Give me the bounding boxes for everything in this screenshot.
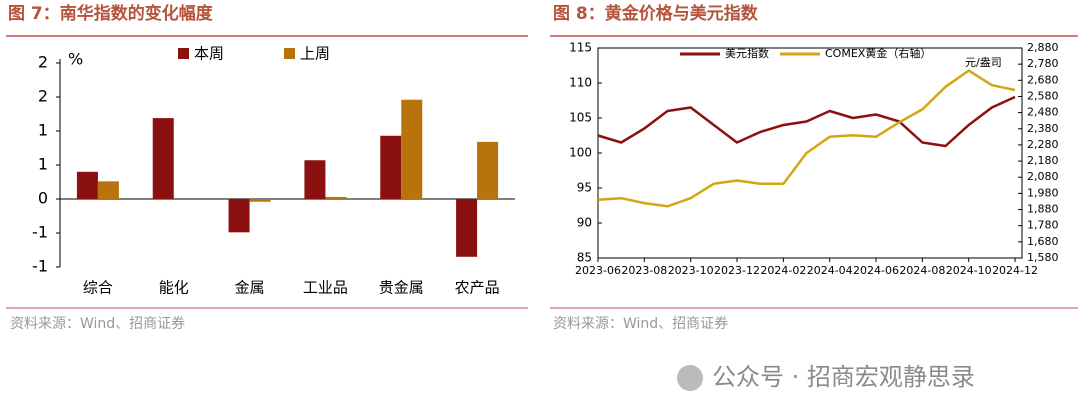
source: 资料来源：Wind、招商证券 (553, 316, 728, 332)
y-tick-label: 85 (577, 251, 592, 265)
legend-swatch (178, 48, 189, 59)
y-unit: % (68, 50, 83, 69)
y2-tick-label: 1,580 (1027, 251, 1059, 264)
chart-title: 图 8：黄金价格与美元指数 (553, 3, 759, 24)
line (597, 69, 1016, 208)
y2-tick-label: 2,780 (1027, 57, 1059, 70)
bar (477, 141, 499, 199)
watermark: 公众号 · 招商宏观静思录 (712, 363, 975, 391)
bar (76, 171, 98, 199)
bar (401, 99, 423, 199)
y-tick-label: 110 (569, 76, 592, 90)
watermark-icon (677, 365, 703, 391)
bar (456, 199, 478, 257)
x-tick-label: 工业品 (303, 279, 348, 297)
x-tick-label: 2023-12 (714, 264, 760, 277)
y-tick-label: 115 (569, 41, 592, 55)
y2-tick-label: 1,680 (1027, 235, 1059, 248)
legend-label: COMEX黄金（右轴） (825, 46, 931, 60)
y2-tick-label: 2,880 (1027, 41, 1059, 54)
y2-tick-label: 2,080 (1027, 170, 1059, 183)
y-tick-label: 1 (38, 155, 48, 174)
y2-tick-label: 2,480 (1027, 106, 1059, 119)
x-tick-label: 贵金属 (379, 279, 424, 297)
x-tick-label: 2023-10 (668, 264, 714, 277)
bar (249, 199, 271, 202)
legend-swatch (284, 48, 295, 59)
y-tick-label: 2 (38, 53, 48, 72)
y-tick-label: 105 (569, 111, 592, 125)
x-tick-label: 能化 (159, 279, 189, 297)
bar (325, 196, 347, 199)
y-tick-label: 95 (577, 181, 592, 195)
y2-tick-label: 2,580 (1027, 89, 1059, 102)
bar (380, 135, 402, 199)
x-tick-label: 农产品 (455, 279, 500, 297)
x-tick-label: 2024-08 (899, 264, 945, 277)
legend-label: 上周 (300, 45, 330, 63)
y-tick-label: 100 (569, 146, 592, 160)
y2-tick-label: 1,780 (1027, 219, 1059, 232)
annotation: 元/盎司 (965, 55, 1002, 69)
y2-tick-label: 2,680 (1027, 73, 1059, 86)
x-tick-label: 2024-10 (946, 264, 992, 277)
y-tick-label: 0 (38, 189, 48, 208)
y2-tick-label: 2,280 (1027, 138, 1059, 151)
y-tick-label: 1 (38, 121, 48, 140)
y2-tick-label: 1,880 (1027, 203, 1059, 216)
x-tick-label: 2024-12 (992, 264, 1038, 277)
bar (228, 199, 250, 233)
x-tick-label: 综合 (83, 279, 113, 297)
y2-tick-label: 2,380 (1027, 122, 1059, 135)
y-tick-label: 90 (577, 216, 592, 230)
line (597, 95, 1016, 148)
x-tick-label: 2024-02 (760, 264, 806, 277)
x-tick-label: 2024-04 (807, 264, 853, 277)
x-tick-label: 2023-08 (621, 264, 667, 277)
y-tick-label: -1 (32, 223, 48, 242)
legend-label: 美元指数 (725, 46, 769, 60)
bar (97, 181, 119, 199)
y2-tick-label: 2,180 (1027, 154, 1059, 167)
chart-title: 图 7：南华指数的变化幅度 (8, 3, 214, 24)
bar (173, 199, 195, 200)
y2-tick-label: 1,980 (1027, 186, 1059, 199)
x-tick-label: 2023-06 (575, 264, 621, 277)
x-tick-label: 金属 (235, 279, 265, 297)
legend-label: 本周 (194, 45, 224, 63)
bar (152, 118, 174, 199)
source: 资料来源：Wind、招商证券 (10, 316, 185, 332)
y-tick-label: -1 (32, 257, 48, 276)
y-tick-label: 2 (38, 87, 48, 106)
plot-frame (597, 47, 1023, 259)
x-tick-label: 2024-06 (853, 264, 899, 277)
bar (304, 160, 326, 199)
